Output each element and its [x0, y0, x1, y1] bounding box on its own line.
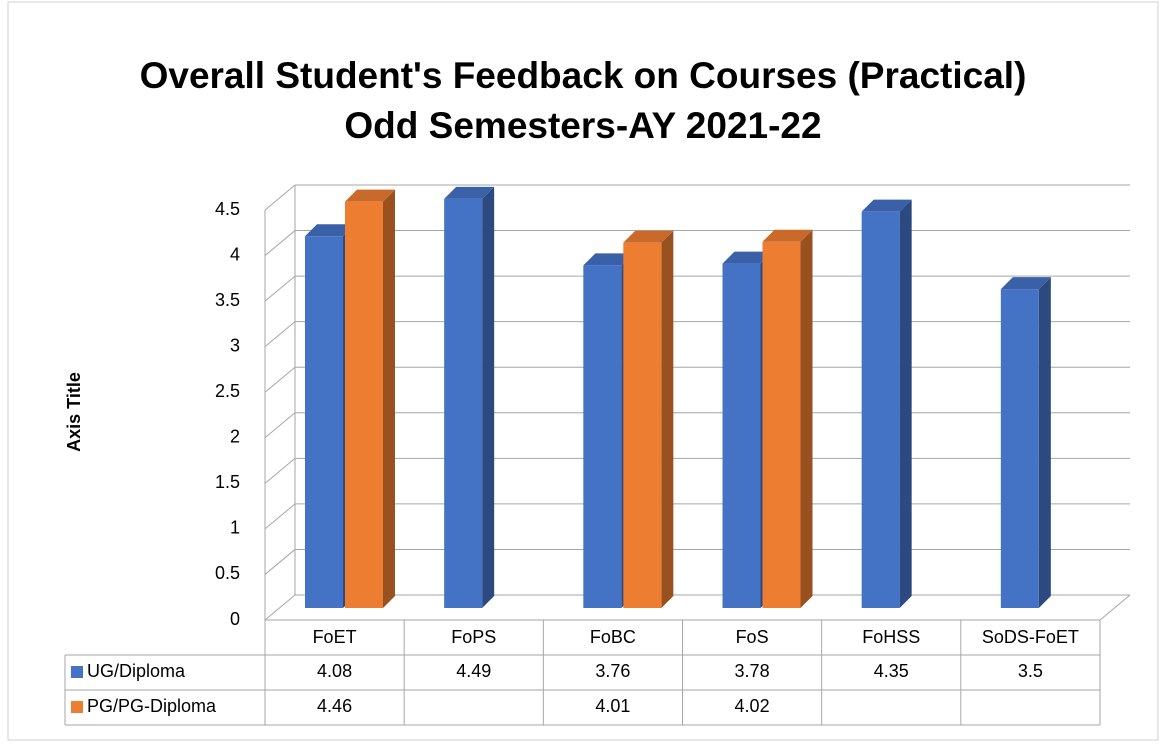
bar-side	[383, 189, 395, 608]
bar-top	[722, 251, 773, 264]
y-tick-label: 1.5	[215, 472, 240, 492]
grid-line	[264, 366, 296, 393]
x-tick-label: SoDS-FoET	[982, 627, 1079, 647]
table-value: 4.02	[735, 696, 770, 716]
grid-line	[264, 549, 296, 575]
bar	[861, 211, 900, 608]
bar-top	[861, 199, 912, 212]
legend-swatch	[71, 666, 83, 678]
y-tick-label: 0	[230, 609, 240, 629]
y-tick-label: 4.5	[215, 199, 240, 219]
bar-side	[899, 199, 912, 608]
y-tick-label: 2.5	[215, 381, 240, 401]
grid-line	[264, 457, 296, 484]
table-value: 4.49	[456, 661, 491, 681]
table-value: 4.46	[317, 696, 352, 716]
bar	[762, 241, 801, 608]
chart-title: Overall Student's Feedback on Courses (P…	[140, 55, 1027, 96]
grid-line	[264, 594, 296, 621]
table-value: 4.08	[317, 661, 352, 681]
bar	[444, 198, 483, 608]
bar-top	[345, 189, 395, 202]
legend-swatch	[71, 701, 83, 713]
bar	[623, 242, 662, 608]
grid-line	[264, 321, 296, 348]
y-tick-label: 2	[230, 427, 240, 447]
bar	[305, 236, 343, 608]
bar-side	[1038, 277, 1051, 608]
table-value: 3.5	[1018, 661, 1043, 681]
legend-label: UG/Diploma	[87, 661, 186, 681]
grid-line	[264, 275, 296, 302]
bar-top	[762, 229, 813, 242]
table-value: 4.35	[874, 661, 909, 681]
y-tick-label: 4	[230, 244, 240, 264]
y-tick-label: 3	[230, 335, 240, 355]
x-tick-label: FoET	[313, 627, 357, 647]
grid-line	[264, 230, 296, 256]
bar-side	[482, 186, 495, 608]
y-tick-label: 0.5	[215, 563, 240, 583]
y-axis-title: Axis Title	[64, 372, 84, 452]
table-value: 3.76	[595, 661, 630, 681]
bar-top	[1000, 277, 1051, 290]
bar	[583, 265, 622, 608]
bar-top	[305, 224, 355, 237]
y-tick-label: 3.5	[215, 290, 240, 310]
x-tick-label: FoHSS	[862, 627, 920, 647]
grid-line	[264, 503, 296, 530]
bar	[1000, 289, 1039, 608]
bar	[345, 201, 383, 608]
grid-line	[264, 184, 296, 211]
table-value: 3.78	[735, 661, 770, 681]
bar-top	[583, 253, 634, 266]
bar-side	[661, 230, 674, 608]
bar-top	[444, 186, 495, 199]
x-tick-label: FoS	[736, 627, 769, 647]
table-value: 4.01	[595, 696, 630, 716]
y-tick-label: 1	[230, 518, 240, 538]
bar-top	[623, 230, 674, 243]
legend-label: PG/PG-Diploma	[87, 696, 217, 716]
bar	[722, 263, 761, 608]
x-tick-label: FoPS	[451, 627, 496, 647]
floor	[265, 594, 1131, 621]
frame	[7, 1, 1159, 741]
x-tick-label: FoBC	[590, 627, 636, 647]
bar-side	[800, 229, 813, 608]
chart-subtitle: Odd Semesters-AY 2021-22	[344, 105, 821, 146]
grid-line	[264, 412, 296, 439]
